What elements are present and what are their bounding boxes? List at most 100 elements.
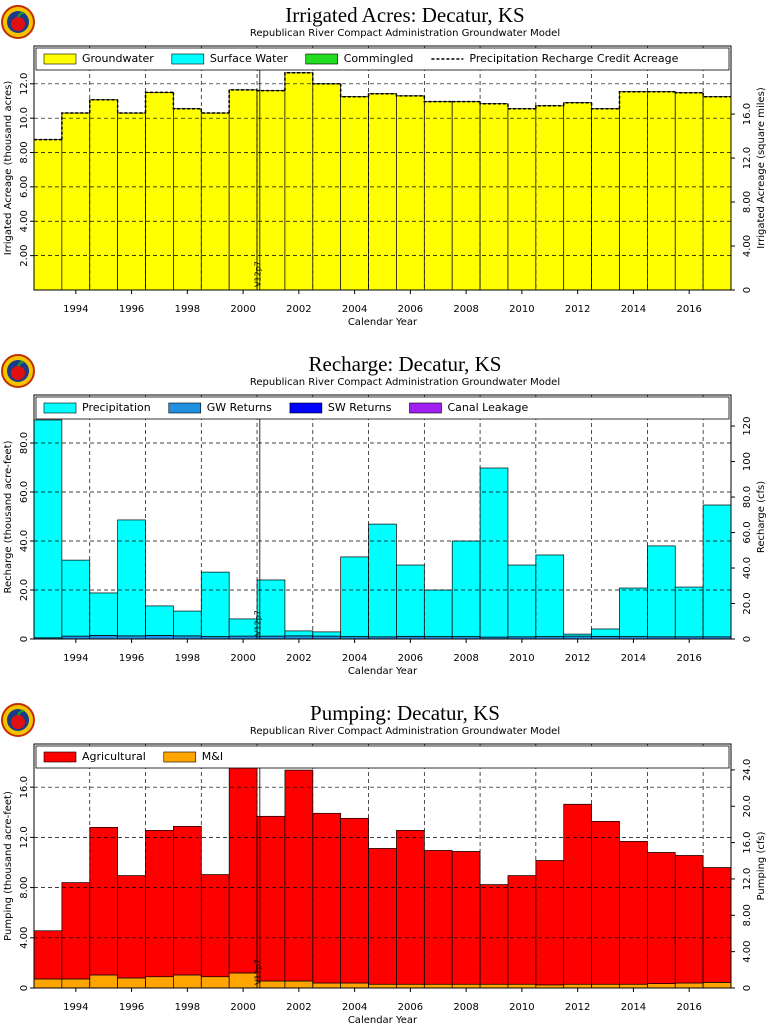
step-line xyxy=(284,72,313,91)
plot-frame xyxy=(33,45,732,291)
chart-subtitle: Republican River Compact Administration … xyxy=(250,28,560,39)
x-tick-label: 1994 xyxy=(63,304,88,315)
bar xyxy=(647,545,676,638)
logo-apple xyxy=(11,715,25,729)
y-tick-label: 8.00 xyxy=(19,141,30,163)
bar xyxy=(117,519,146,637)
legend-swatch xyxy=(409,402,442,414)
x-tick-label: 2008 xyxy=(453,653,478,664)
step-line xyxy=(61,112,90,140)
y2-tick-label: 80.0 xyxy=(742,486,753,508)
y2-tick-label: 16.0 xyxy=(742,831,753,853)
bar xyxy=(145,634,174,640)
legend-label: Precipitation xyxy=(82,401,151,414)
bar xyxy=(619,91,648,291)
legend-label: Agricultural xyxy=(82,750,146,763)
bar xyxy=(702,504,732,638)
bar xyxy=(89,634,118,640)
bar xyxy=(117,875,146,979)
step-line xyxy=(618,90,648,109)
x-tick-label: 2016 xyxy=(676,1002,701,1013)
legend-swatch xyxy=(43,53,77,65)
y-tick-label: 2.00 xyxy=(19,245,30,267)
chart-subtitle: Republican River Compact Administration … xyxy=(250,377,560,388)
bar xyxy=(423,589,453,637)
bar xyxy=(61,882,91,980)
bar xyxy=(256,815,286,982)
bar xyxy=(507,875,537,985)
x-tick-label: 2000 xyxy=(230,304,255,315)
step-line xyxy=(395,93,425,97)
bar xyxy=(200,874,230,978)
x-tick-label: 2008 xyxy=(453,1002,478,1013)
bar xyxy=(535,105,565,291)
y-tick-label: 16.0 xyxy=(19,776,30,798)
y2-tick-label: 12.0 xyxy=(742,147,753,169)
bar xyxy=(33,419,63,639)
logo-apple xyxy=(11,17,25,31)
bar xyxy=(647,91,676,291)
annotation-label: V12p7 xyxy=(253,610,262,636)
bar xyxy=(535,554,565,637)
legend-swatch xyxy=(43,751,77,763)
y-tick-label: 8.00 xyxy=(19,876,30,898)
y2-axis-label: Pumping (cfs) xyxy=(756,831,767,900)
chart-subtitle: Republican River Compact Administration … xyxy=(250,726,560,737)
step-line xyxy=(674,91,704,94)
y2-tick-label: 4.00 xyxy=(742,235,753,257)
x-tick-label: 2000 xyxy=(230,1002,255,1013)
legend-swatch xyxy=(305,53,339,65)
x-tick-label: 2014 xyxy=(621,1002,646,1013)
bar xyxy=(479,103,509,291)
x-tick-label: 2004 xyxy=(342,304,367,315)
y2-tick-label: 20.0 xyxy=(742,795,753,817)
x-axis-label: Calendar Year xyxy=(348,1015,418,1024)
y2-tick-label: 12.0 xyxy=(742,868,753,890)
bar xyxy=(535,860,565,986)
bar xyxy=(61,112,91,291)
x-tick-label: 2010 xyxy=(509,304,534,315)
bar xyxy=(591,983,620,989)
legend-label: Precipitation Recharge Credit Acreage xyxy=(469,52,678,65)
bar xyxy=(647,983,676,989)
legend-box xyxy=(35,47,730,71)
chart-title: Recharge: Decatur, KS xyxy=(309,352,502,376)
bar xyxy=(312,982,342,989)
x-tick-label: 2012 xyxy=(565,304,590,315)
legend-swatch xyxy=(171,53,205,65)
bar xyxy=(479,983,509,989)
bar xyxy=(173,610,202,637)
bar xyxy=(368,983,397,989)
legend-swatch xyxy=(289,402,323,414)
bar xyxy=(145,605,174,636)
bar xyxy=(117,112,146,291)
legend-label: Commingled xyxy=(344,52,414,65)
y2-tick-label: 0 xyxy=(742,636,753,642)
x-tick-label: 2002 xyxy=(286,1002,311,1013)
bar xyxy=(479,884,509,985)
y2-tick-label: 24.0 xyxy=(742,759,753,781)
bar xyxy=(674,92,704,291)
y2-tick-label: 16.0 xyxy=(742,103,753,125)
legend-box xyxy=(35,745,730,769)
legend-swatch xyxy=(163,751,197,763)
bar xyxy=(702,982,732,989)
y-tick-label: 4.00 xyxy=(19,927,30,949)
x-tick-label: 2006 xyxy=(398,304,423,315)
x-axis-label: Calendar Year xyxy=(348,666,418,677)
bar xyxy=(368,848,397,985)
logo-leaf xyxy=(17,360,25,367)
x-tick-label: 2014 xyxy=(621,304,646,315)
step-line xyxy=(507,103,536,110)
y-tick-label: 12.0 xyxy=(19,73,30,95)
bar xyxy=(674,982,704,989)
logo-leaf xyxy=(17,11,25,18)
x-tick-label: 1994 xyxy=(63,1002,88,1013)
y2-tick-label: 8.00 xyxy=(742,191,753,213)
y-axis-label: Recharge (thousand acre-feet) xyxy=(3,440,14,593)
bar xyxy=(340,556,369,637)
annotation-label: V12p7 xyxy=(253,261,262,287)
y2-tick-label: 0 xyxy=(742,985,753,991)
bar xyxy=(145,830,174,978)
y2-axis-label: Recharge (cfs) xyxy=(756,481,767,553)
